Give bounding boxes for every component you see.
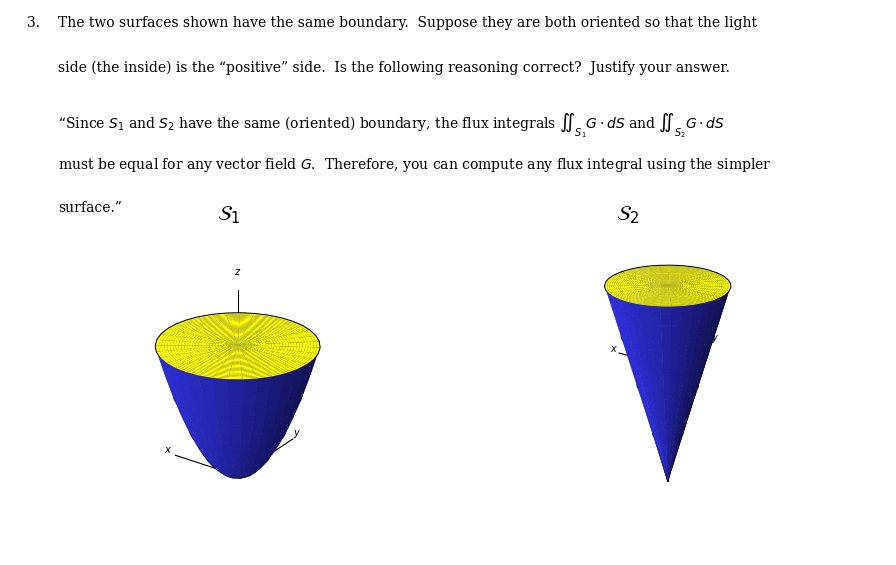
Text: “Since $S_1$ and $S_2$ have the same (oriented) boundary, the flux integrals $\i: “Since $S_1$ and $S_2$ have the same (or… xyxy=(58,111,725,140)
Text: side (the inside) is the “positive” side.  Is the following reasoning correct?  : side (the inside) is the “positive” side… xyxy=(58,61,730,75)
Text: $\mathcal{S}_1$: $\mathcal{S}_1$ xyxy=(217,205,240,226)
Text: 3.: 3. xyxy=(27,16,40,30)
Text: must be equal for any vector field $G$.  Therefore, you can compute any flux int: must be equal for any vector field $G$. … xyxy=(58,156,771,174)
Text: The two surfaces shown have the same boundary.  Suppose they are both oriented s: The two surfaces shown have the same bou… xyxy=(58,16,757,30)
Text: surface.”: surface.” xyxy=(58,201,122,215)
Text: $\mathcal{S}_2$: $\mathcal{S}_2$ xyxy=(616,205,639,226)
